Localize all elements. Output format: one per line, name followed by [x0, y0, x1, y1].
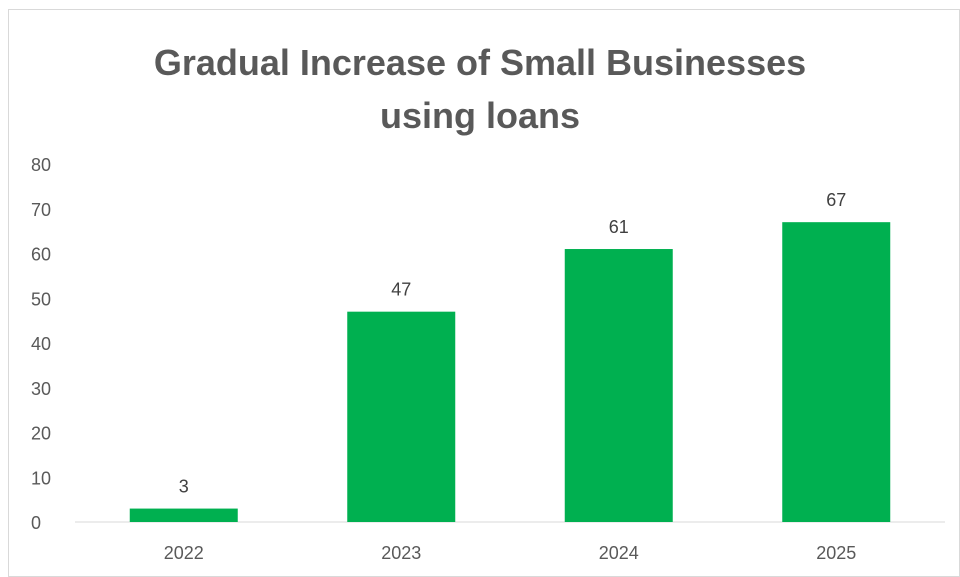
y-tick-label: 80	[31, 155, 51, 175]
bar-2025	[782, 222, 891, 523]
y-tick-label: 20	[31, 424, 51, 444]
bar-2024	[564, 249, 673, 522]
y-tick-label: 60	[31, 245, 51, 265]
data-label-2025: 67	[826, 190, 846, 210]
y-tick-label: 0	[31, 513, 41, 533]
y-tick-label: 40	[31, 334, 51, 354]
chart-title-line-2: using loans	[379, 95, 581, 136]
bar-2022	[129, 508, 238, 522]
x-tick-label-2023: 2023	[381, 543, 421, 563]
x-tick-label-2024: 2024	[599, 543, 639, 563]
y-tick-label: 50	[31, 289, 51, 309]
chart-title: Gradual Increase of Small Businesses usi…	[0, 36, 960, 142]
y-tick-label: 10	[31, 468, 51, 488]
data-label-2022: 3	[179, 477, 189, 497]
x-tick-label-2022: 2022	[164, 543, 204, 563]
bar-2023	[347, 311, 456, 522]
x-tick-label-2025: 2025	[816, 543, 856, 563]
chart-title-line-1: Gradual Increase of Small Businesses	[153, 42, 807, 83]
y-tick-label: 70	[31, 200, 51, 220]
y-tick-label: 30	[31, 379, 51, 399]
data-label-2024: 61	[609, 217, 629, 237]
data-label-2023: 47	[391, 280, 411, 300]
